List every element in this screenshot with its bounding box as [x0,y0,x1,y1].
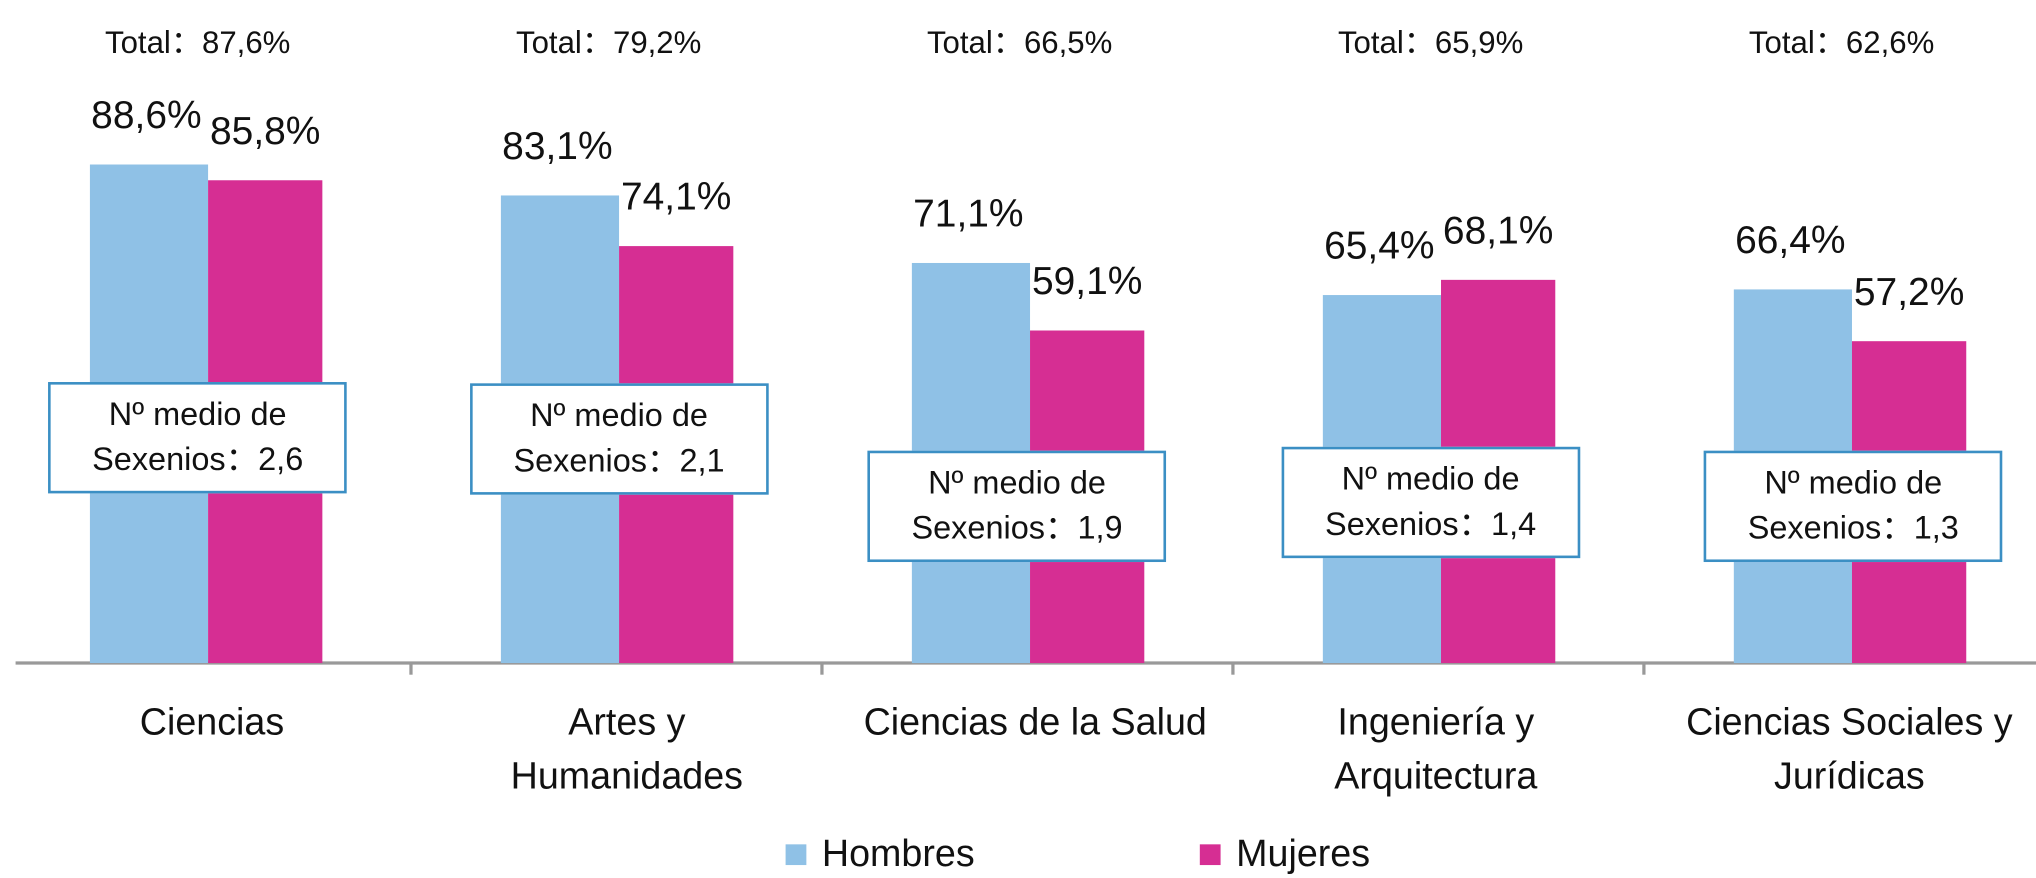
x-tick-label: Ciencias [139,701,285,744]
x-tick-label: Ingeniería y Arquitectura [1334,701,1538,798]
total-label: Total：79,2% [515,25,702,61]
total-label: Total：66,5% [926,25,1113,61]
value-label: 57,2% [1854,271,1964,314]
value-label: 65,4% [1324,225,1434,268]
annotation-box: Nº medio de Sexenios：2,6 [48,382,348,494]
legend-label: Mujeres [1236,832,1370,874]
legend-swatch [1199,844,1221,866]
value-label: 68,1% [1443,210,1553,253]
x-tick-label: Artes y Humanidades [510,701,744,798]
value-label: 85,8% [210,110,320,153]
value-label: 71,1% [913,193,1023,236]
legend-swatch [785,844,807,866]
value-label: 66,4% [1735,219,1845,262]
value-label: 59,1% [1032,260,1142,303]
x-tick-label: Ciencias Sociales y Jurídicas [1686,701,2013,798]
total-label: Total：65,9% [1337,25,1524,61]
x-tick-label: Ciencias de la Salud [863,701,1207,744]
annotation-box: Nº medio de Sexenios：2,1 [469,383,769,495]
value-label: 88,6% [91,94,201,137]
value-label: 83,1% [502,125,612,168]
total-label: Total：87,6% [105,25,291,61]
total-label: Total：62,6% [1748,25,1935,61]
value-label: 74,1% [621,176,731,219]
annotation-box: Nº medio de Sexenios：1,9 [867,450,1167,563]
legend-label: Hombres [822,832,975,874]
annotation-box: Nº medio de Sexenios：1,4 [1281,446,1580,559]
annotation-box: Nº medio de Sexenios：1,3 [1703,450,2003,563]
